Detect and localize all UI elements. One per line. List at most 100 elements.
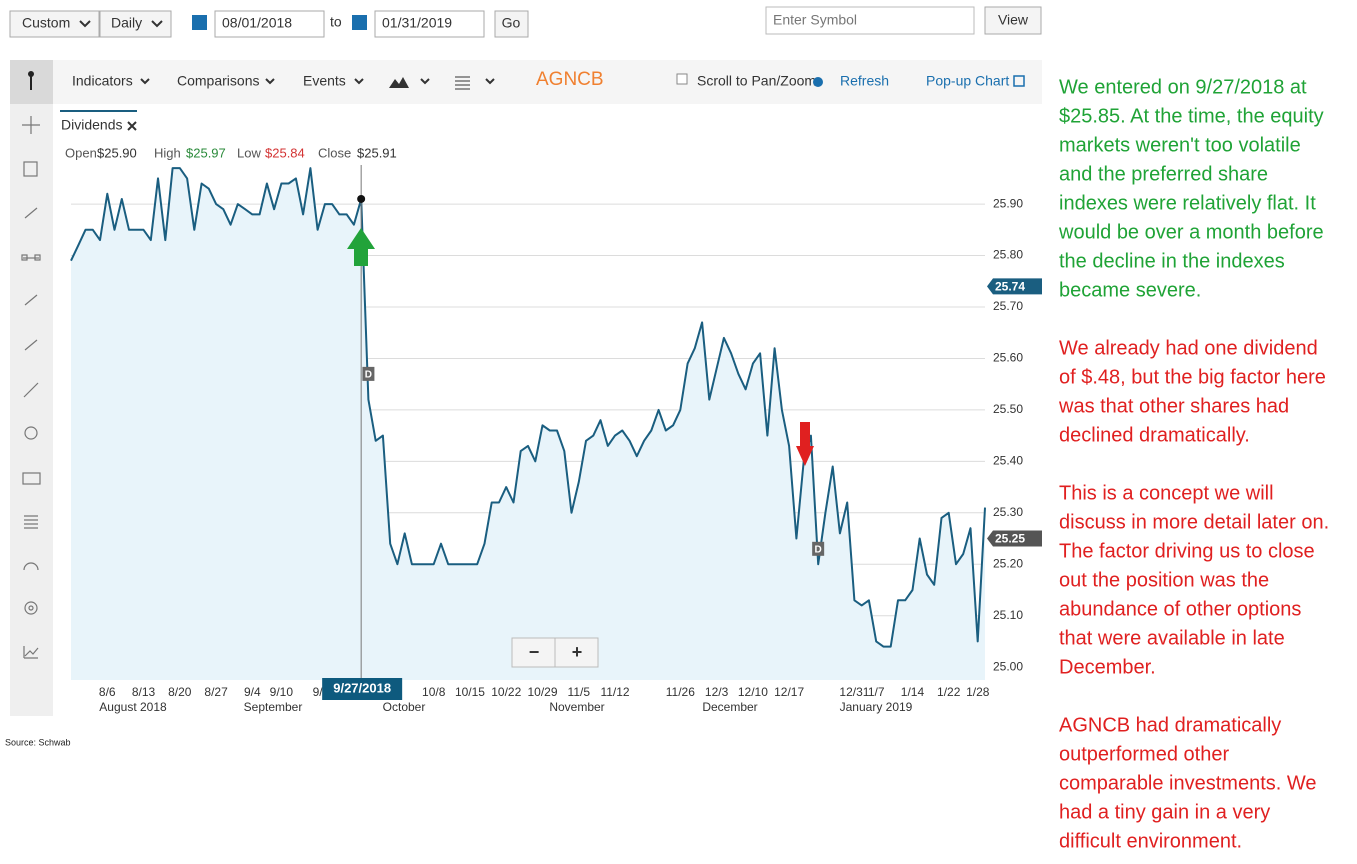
chevron <box>420 78 430 85</box>
stat-value: $25.91 <box>357 145 397 160</box>
chart-type-icon[interactable] <box>389 77 409 88</box>
x-tick-label: 11/5 <box>568 685 591 699</box>
annotation-line: $25.85. At the time, the equity <box>1059 105 1324 127</box>
y-tick-label: 25.80 <box>993 248 1023 262</box>
x-tick-label: 1/7 <box>868 685 885 699</box>
month-label: September <box>244 700 303 714</box>
annotation-line: became severe. <box>1059 279 1201 301</box>
x-tick-label: 10/22 <box>491 685 521 699</box>
annotation-line: had a tiny gain in a very <box>1059 801 1270 823</box>
y-tick-label: 25.30 <box>993 505 1023 519</box>
range-text: Custom <box>22 15 70 31</box>
events[interactable]: Events <box>303 73 346 89</box>
price-tag-label: 25.74 <box>995 280 1025 294</box>
start-date: 08/01/2018 <box>222 15 292 31</box>
chevron <box>79 20 91 28</box>
chevron <box>354 78 364 85</box>
annotation-line: discuss in more detail later on. <box>1059 511 1329 533</box>
annotation-line: declined dramatically. <box>1059 424 1250 446</box>
zoom-button[interactable] <box>554 637 599 668</box>
month-label: August 2018 <box>99 700 167 714</box>
y-tick-label: 25.10 <box>993 608 1023 622</box>
annotation-line: abundance of other options <box>1059 598 1301 620</box>
stat-name: Close <box>318 145 351 160</box>
y-tick-label: 25.90 <box>993 196 1023 210</box>
x-tick-label: 9/10 <box>270 685 294 699</box>
stat-name: High <box>154 145 181 160</box>
pin-icon <box>28 71 34 77</box>
popup-icon <box>1013 75 1025 87</box>
zoom-label: + <box>572 642 583 662</box>
start-input[interactable] <box>214 10 325 38</box>
annotation-line: and the preferred share <box>1059 163 1268 185</box>
chevron <box>265 78 275 85</box>
popup-chart[interactable]: Pop-up Chart <box>926 73 1009 89</box>
scroll-label: Scroll to Pan/Zoom <box>697 73 816 89</box>
chevron <box>485 78 495 85</box>
annotation-line: We entered on 9/27/2018 at <box>1059 76 1307 98</box>
symbol-input[interactable] <box>765 6 975 35</box>
y-tick-label: 25.70 <box>993 299 1023 313</box>
view-button[interactable] <box>984 6 1042 35</box>
price-tag-label: 25.25 <box>995 532 1025 546</box>
dividend-label: D <box>815 544 822 555</box>
help-icon[interactable] <box>813 77 823 87</box>
stat-value: $25.97 <box>186 145 226 160</box>
annotation-line: December. <box>1059 656 1156 678</box>
crosshair-box <box>322 678 403 700</box>
dividend-label: D <box>365 370 372 381</box>
month-label: January 2019 <box>840 700 913 714</box>
checkbox[interactable] <box>676 73 688 85</box>
to-label: to <box>330 14 342 30</box>
x-tick-label: 12/3 <box>705 685 729 699</box>
y-tick-label: 25.50 <box>993 402 1023 416</box>
interval-text: Daily <box>111 15 142 31</box>
chevron <box>140 78 150 85</box>
x-tick-label: 8/13 <box>132 685 156 699</box>
stat-name: Low <box>237 145 261 160</box>
month-label: November <box>549 700 604 714</box>
price-tag <box>987 530 1042 547</box>
go-button[interactable] <box>494 10 529 38</box>
dividend-mark <box>812 541 825 556</box>
x-tick-label: 10/8 <box>422 685 446 699</box>
end-date: 01/31/2019 <box>382 15 452 31</box>
go-text: Go <box>502 15 521 31</box>
x-tick-label: 10/15 <box>455 685 485 699</box>
calendar-icon[interactable] <box>352 15 367 30</box>
symbol-placeholder: Enter Symbol <box>773 12 857 28</box>
end-input[interactable] <box>374 10 485 38</box>
x-tick-label: 11/12 <box>600 685 629 699</box>
y-tick-label: 25.00 <box>993 659 1023 673</box>
settings-icon[interactable] <box>455 76 470 90</box>
x-tick-label: 9/ <box>313 685 324 699</box>
comparisons[interactable]: Comparisons <box>177 73 259 89</box>
x-tick-label: 12/31 <box>839 685 869 699</box>
stat-value: $25.84 <box>265 145 305 160</box>
annotation-line: comparable investments. We <box>1059 772 1317 794</box>
tab-close[interactable] <box>127 121 137 131</box>
indicators[interactable]: Indicators <box>72 73 133 89</box>
annotation-line: indexes were relatively flat. It <box>1059 192 1316 214</box>
tool-column <box>10 60 53 716</box>
y-tick-label: 25.60 <box>993 351 1023 365</box>
chevron <box>151 20 163 28</box>
x-tick-label: 8/20 <box>168 685 192 699</box>
tab[interactable]: Dividends <box>61 117 122 133</box>
month-label: December <box>702 700 757 714</box>
x-tick-label: 8/27 <box>204 685 228 699</box>
annotation-line: would be over a month before <box>1058 221 1324 243</box>
annotation-line: AGNCB had dramatically <box>1059 714 1281 736</box>
entry-arrow <box>347 228 375 266</box>
x-tick-label: 12/10 <box>738 685 768 699</box>
annotation-line: markets weren't too volatile <box>1059 134 1301 156</box>
annotation-line: out the position was the <box>1059 569 1269 591</box>
x-tick-label: 11/26 <box>666 685 695 699</box>
crosshair-label: 9/27/2018 <box>333 680 391 695</box>
annotation-line: The factor driving us to close <box>1059 540 1315 562</box>
calendar-icon[interactable] <box>192 15 207 30</box>
annotation-line: was that other shares had <box>1058 395 1289 417</box>
refresh[interactable]: Refresh <box>840 73 889 89</box>
dividend-mark <box>362 366 375 381</box>
price-line <box>70 167 986 648</box>
